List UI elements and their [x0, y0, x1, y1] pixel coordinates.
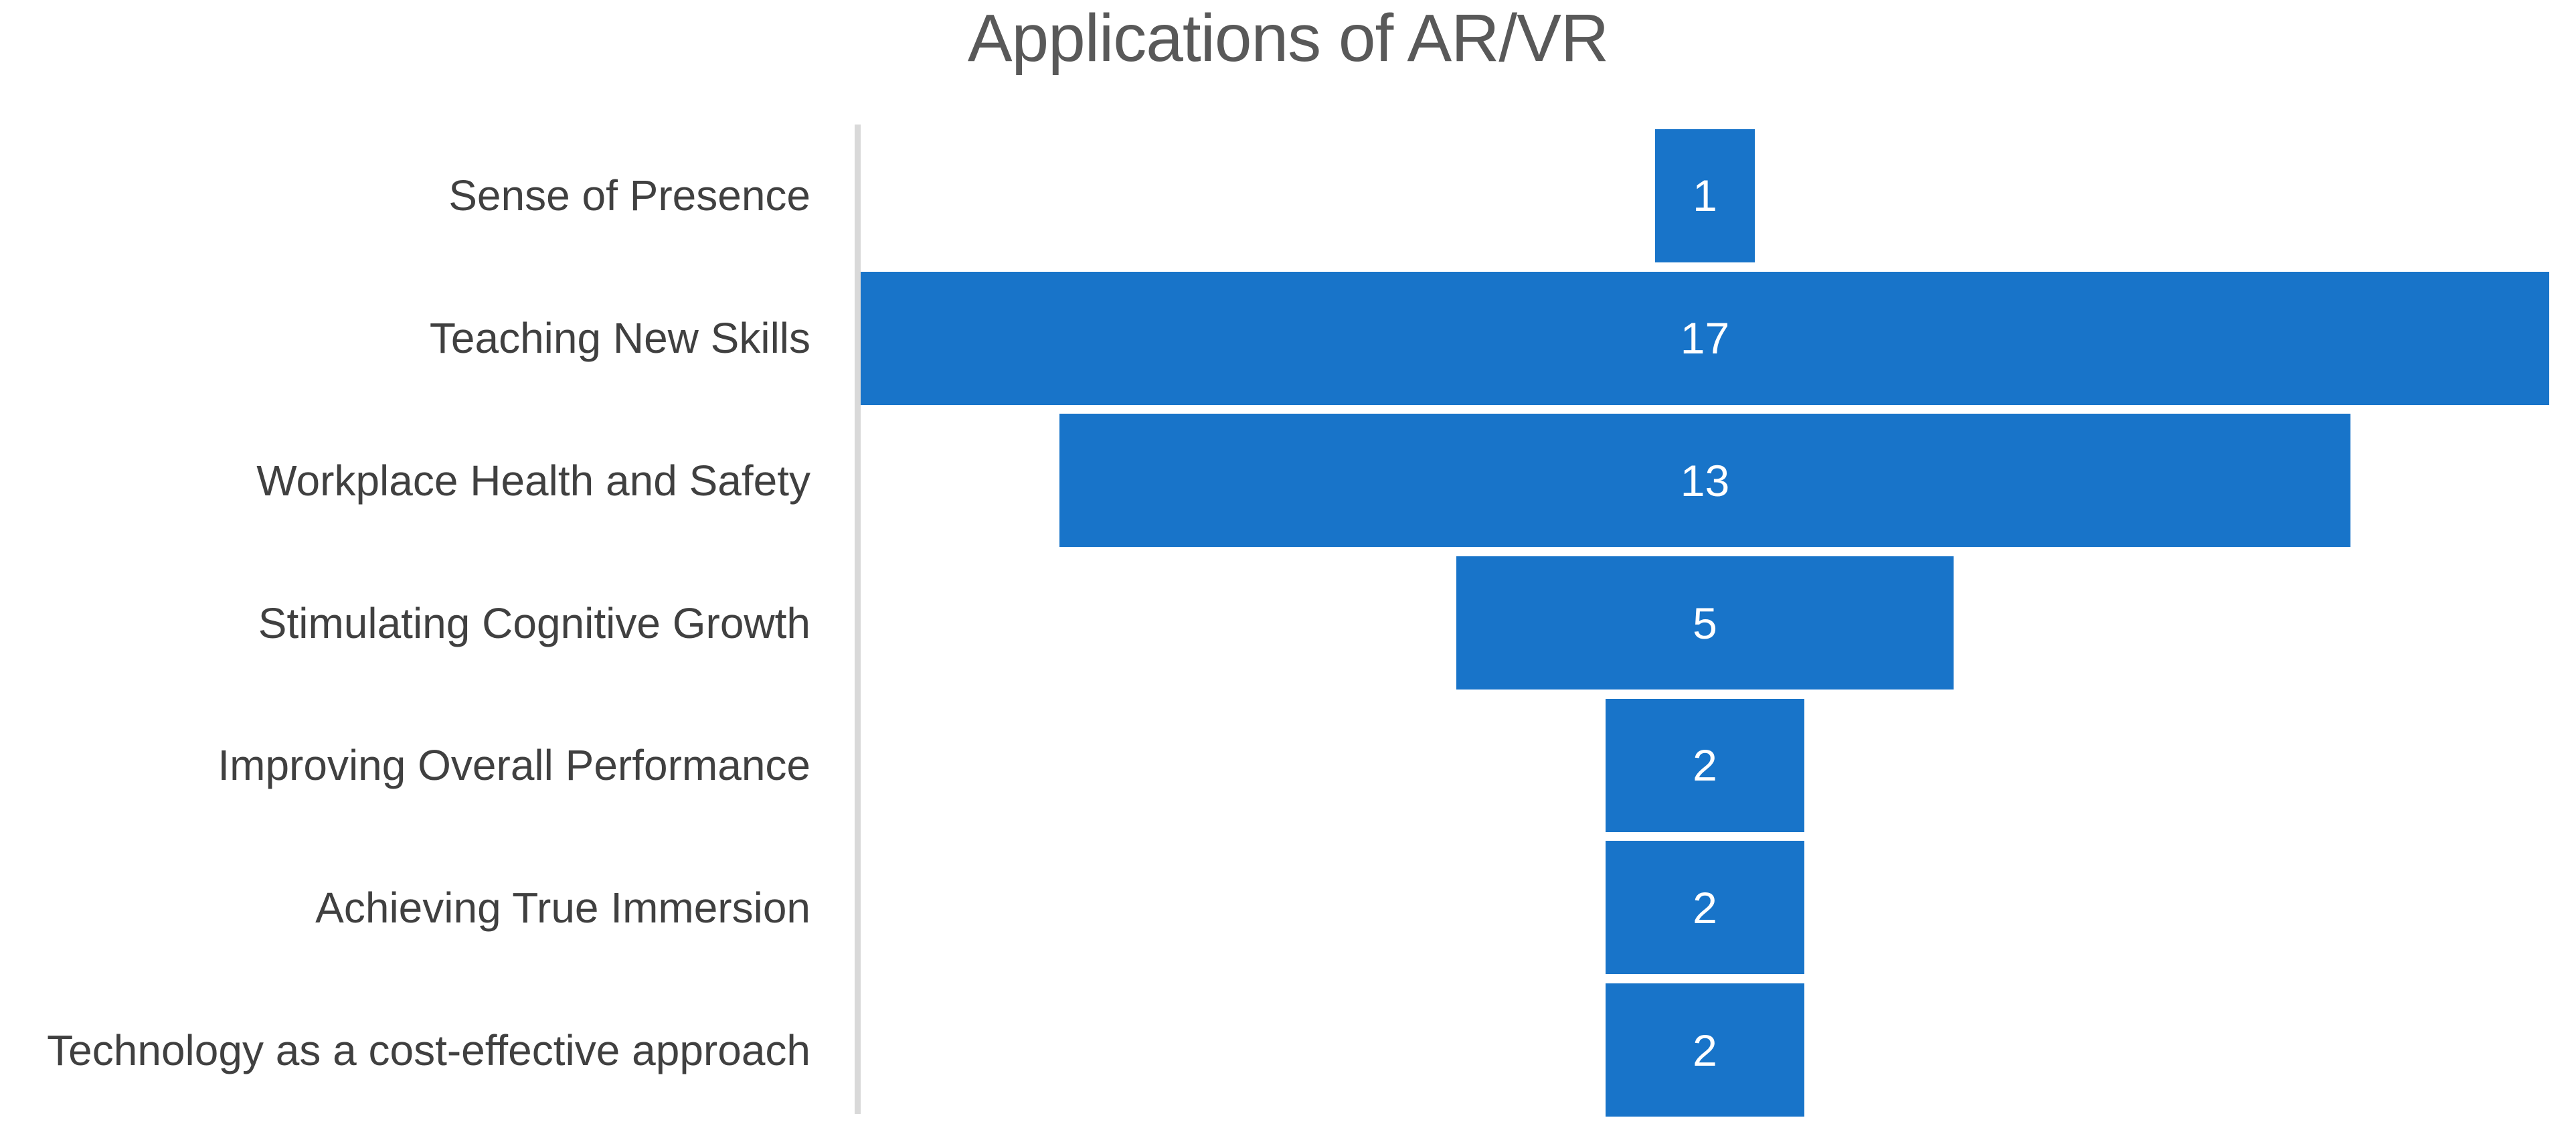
category-label: Stimulating Cognitive Growth	[258, 598, 810, 647]
bar-area: 1	[861, 125, 2549, 267]
category-label: Improving Overall Performance	[218, 741, 810, 790]
bar-area: 17	[861, 267, 2549, 410]
bar-value-label: 5	[1693, 598, 1717, 648]
bar-area: 2	[861, 837, 2549, 979]
category-label: Workplace Health and Safety	[256, 456, 810, 505]
funnel-bar[interactable]: 17	[861, 271, 2549, 405]
bar-value-label: 2	[1693, 740, 1717, 791]
funnel-row: Teaching New Skills 17	[0, 267, 2576, 410]
bar-value-label: 2	[1693, 882, 1717, 933]
funnel-bar[interactable]: 2	[1606, 841, 1804, 975]
chart-title: Applications of AR/VR	[967, 1, 1609, 76]
plot-area: Sense of Presence 1 Teaching New Skills …	[0, 125, 2576, 1121]
category-label: Sense of Presence	[448, 171, 810, 220]
funnel-bar[interactable]: 13	[1059, 414, 2351, 548]
bar-value-label: 17	[1680, 313, 1730, 363]
category-axis-line	[855, 125, 861, 1114]
funnel-bar[interactable]: 5	[1456, 556, 1954, 690]
funnel-bar[interactable]: 2	[1606, 983, 1804, 1117]
bar-value-label: 1	[1693, 171, 1717, 221]
funnel-bar[interactable]: 2	[1606, 698, 1804, 832]
funnel-row: Sense of Presence 1	[0, 125, 2576, 267]
bar-area: 13	[861, 409, 2549, 552]
funnel-row: Improving Overall Performance 2	[0, 694, 2576, 837]
funnel-bar[interactable]: 1	[1655, 129, 1755, 262]
funnel-row: Achieving True Immersion 2	[0, 837, 2576, 979]
funnel-row: Stimulating Cognitive Growth 5	[0, 552, 2576, 694]
category-label: Teaching New Skills	[429, 314, 810, 363]
funnel-row: Technology as a cost-effective approach …	[0, 979, 2576, 1121]
bar-value-label: 13	[1680, 455, 1730, 505]
bar-value-label: 2	[1693, 1025, 1717, 1075]
category-label: Technology as a cost-effective approach	[47, 1026, 810, 1074]
bar-area: 2	[861, 694, 2549, 837]
bar-area: 2	[861, 979, 2549, 1121]
category-label: Achieving True Immersion	[315, 883, 810, 932]
funnel-row: Workplace Health and Safety 13	[0, 409, 2576, 552]
bar-area: 5	[861, 552, 2549, 694]
